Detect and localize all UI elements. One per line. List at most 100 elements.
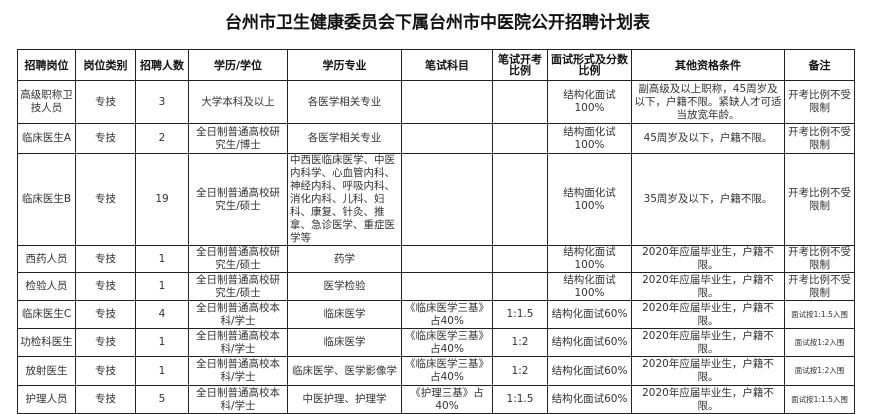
header-education: 学历/学位 [188, 49, 288, 81]
cell-interview: 结构化面试100% [547, 245, 632, 273]
cell-exam-ratio [492, 272, 548, 301]
cell-major: 各医学相关专业 [287, 80, 402, 124]
cell-count: 3 [135, 80, 189, 124]
header-category: 岗位类别 [75, 49, 136, 81]
cell-interview: 结构化面试100% [547, 272, 632, 301]
cell-count: 1 [135, 356, 189, 386]
cell-exam-subject: 《临床医学三基》占40% [401, 300, 493, 329]
cell-major: 各医学相关专业 [287, 123, 402, 154]
cell-remarks: 面试按1:2入围 [784, 328, 855, 357]
header-major: 学历专业 [287, 49, 402, 81]
header-exam-ratio: 笔试开考比例 [492, 49, 548, 81]
table-row: 西药人员 专技 1 全日制普通高校研究生/硕士 药学 结构化面试100% 2020年应届毕业… [17, 245, 855, 273]
table-row: 临床医生A 专技 2 全日制普通高校研究生/博士 各医学相关专业 结构面化试100% 45周… [17, 123, 855, 154]
cell-exam-subject: 《护理三基》占40% [401, 385, 493, 414]
table-row: 高级职称卫技人员 专技 3 大学本科及以上 各医学相关专业 结构化面试100% 副高级及以上… [17, 80, 855, 124]
cell-count: 1 [135, 328, 189, 357]
cell-remarks: 开考比例不受限制 [784, 153, 855, 246]
cell-qualifications: 2020年应届毕业生，户籍不限。 [631, 272, 785, 301]
cell-interview: 结构面化试100% [547, 153, 632, 246]
cell-remarks: 开考比例不受限制 [784, 80, 855, 124]
cell-position: 护理人员 [17, 385, 76, 414]
cell-interview: 结构面化试100% [547, 123, 632, 154]
cell-major: 药学 [287, 245, 402, 273]
cell-remarks: 开考比例不受限制 [784, 272, 855, 301]
cell-position: 检验人员 [17, 272, 76, 301]
cell-qualifications: 45周岁及以下，户籍不限。 [631, 123, 785, 154]
cell-major: 临床医学 [287, 328, 402, 357]
cell-position: 临床医生C [17, 300, 76, 329]
cell-position: 临床医生A [17, 123, 76, 154]
cell-interview: 结构化面试60% [547, 328, 632, 357]
cell-qualifications: 2020年应届毕业生，户籍不限。 [631, 300, 785, 329]
cell-category: 专技 [75, 328, 136, 357]
cell-major: 临床医学 [287, 300, 402, 329]
cell-category: 专技 [75, 123, 136, 154]
table-row: 功检科医生 专技 1 全日制普通高校本科/学士 临床医学 《临床医学三基》占40% 1:2 结… [17, 328, 855, 357]
cell-count: 4 [135, 300, 189, 329]
table-row: 检验人员 专技 1 全日制普通高校研究生/硕士 医学检验 结构化面试100% 2020年应届… [17, 272, 855, 301]
cell-position: 临床医生B [17, 153, 76, 246]
cell-remarks: 开考比例不受限制 [784, 123, 855, 154]
table-row: 临床医生C 专技 4 全日制普通高校本科/学士 临床医学 《临床医学三基》占40% 1:1.… [17, 300, 855, 329]
cell-education: 全日制普通高校研究生/硕士 [188, 245, 288, 273]
cell-education: 全日制普通高校本科/学士 [188, 356, 288, 386]
cell-position: 高级职称卫技人员 [17, 80, 76, 124]
cell-major: 医学检验 [287, 272, 402, 301]
header-interview: 面试形式及分数比例 [547, 49, 632, 81]
cell-major: 临床医学、医学影像学 [287, 356, 402, 386]
cell-remarks: 开考比例不受限制 [784, 245, 855, 273]
header-position: 招聘岗位 [17, 49, 76, 81]
cell-major: 中医护理、护理学 [287, 385, 402, 414]
cell-position: 功检科医生 [17, 328, 76, 357]
cell-exam-subject: 《临床医学三基》占40% [401, 328, 493, 357]
cell-exam-subject: 《临床医学三基》占40% [401, 356, 493, 386]
cell-exam-subject [401, 245, 493, 273]
cell-education: 大学本科及以上 [188, 80, 288, 124]
cell-qualifications: 2020年应届毕业生，户籍不限。 [631, 356, 785, 386]
recruitment-table: 招聘岗位 岗位类别 招聘人数 学历/学位 学历专业 笔试科目 笔试开考比例 面试形式及分数比例… [17, 49, 855, 414]
cell-interview: 结构化面试60% [547, 300, 632, 329]
header-count: 招聘人数 [135, 49, 189, 81]
table-row: 临床医生B 专技 19 全日制普通高校研究生/硕士 中西医临床医学、中医内科学、心血管内… [17, 153, 855, 246]
cell-major: 中西医临床医学、中医内科学、心血管内科、神经内科、呼吸内科、消化内科、儿科、妇科… [287, 153, 402, 246]
page-title: 台州市卫生健康委员会下属台州市中医院公开招聘计划表 [225, 13, 650, 33]
cell-category: 专技 [75, 153, 136, 246]
cell-position: 西药人员 [17, 245, 76, 273]
cell-qualifications: 35周岁及以下，户籍不限。 [631, 153, 785, 246]
cell-exam-subject [401, 123, 493, 154]
cell-education: 全日制普通高校研究生/硕士 [188, 272, 288, 301]
cell-exam-subject [401, 80, 493, 124]
cell-exam-ratio: 1:2 [492, 328, 548, 357]
cell-remarks: 面试按1:2入围 [784, 356, 855, 386]
cell-qualifications: 2020年应届毕业生，户籍不限。 [631, 328, 785, 357]
cell-category: 专技 [75, 385, 136, 414]
cell-exam-ratio: 1:2 [492, 356, 548, 386]
cell-exam-subject [401, 272, 493, 301]
cell-category: 专技 [75, 245, 136, 273]
cell-education: 全日制普通高校本科/学士 [188, 385, 288, 414]
cell-education: 全日制普通高校本科/学士 [188, 300, 288, 329]
cell-education: 全日制普通高校研究生/硕士 [188, 153, 288, 246]
cell-count: 5 [135, 385, 189, 414]
cell-count: 2 [135, 123, 189, 154]
cell-interview: 结构化面试60% [547, 385, 632, 414]
cell-exam-ratio [492, 153, 548, 246]
cell-interview: 结构化面试100% [547, 80, 632, 124]
cell-category: 专技 [75, 80, 136, 124]
cell-education: 全日制普通高校本科/学士 [188, 328, 288, 357]
cell-exam-ratio [492, 123, 548, 154]
cell-exam-subject [401, 153, 493, 246]
cell-count: 19 [135, 153, 189, 246]
cell-qualifications: 2020年应届毕业生，户籍不限。 [631, 245, 785, 273]
cell-remarks: 面试按1:1.5入围 [784, 385, 855, 414]
cell-exam-ratio [492, 245, 548, 273]
cell-category: 专技 [75, 272, 136, 301]
cell-category: 专技 [75, 356, 136, 386]
header-remarks: 备注 [784, 49, 855, 81]
table-row: 护理人员 专技 5 全日制普通高校本科/学士 中医护理、护理学 《护理三基》占40% 1:1… [17, 385, 855, 414]
cell-exam-ratio: 1:1.5 [492, 385, 548, 414]
header-qualifications: 其他资格条件 [631, 49, 785, 81]
cell-position: 放射医生 [17, 356, 76, 386]
cell-qualifications: 2020年应届毕业生，户籍不限。 [631, 385, 785, 414]
